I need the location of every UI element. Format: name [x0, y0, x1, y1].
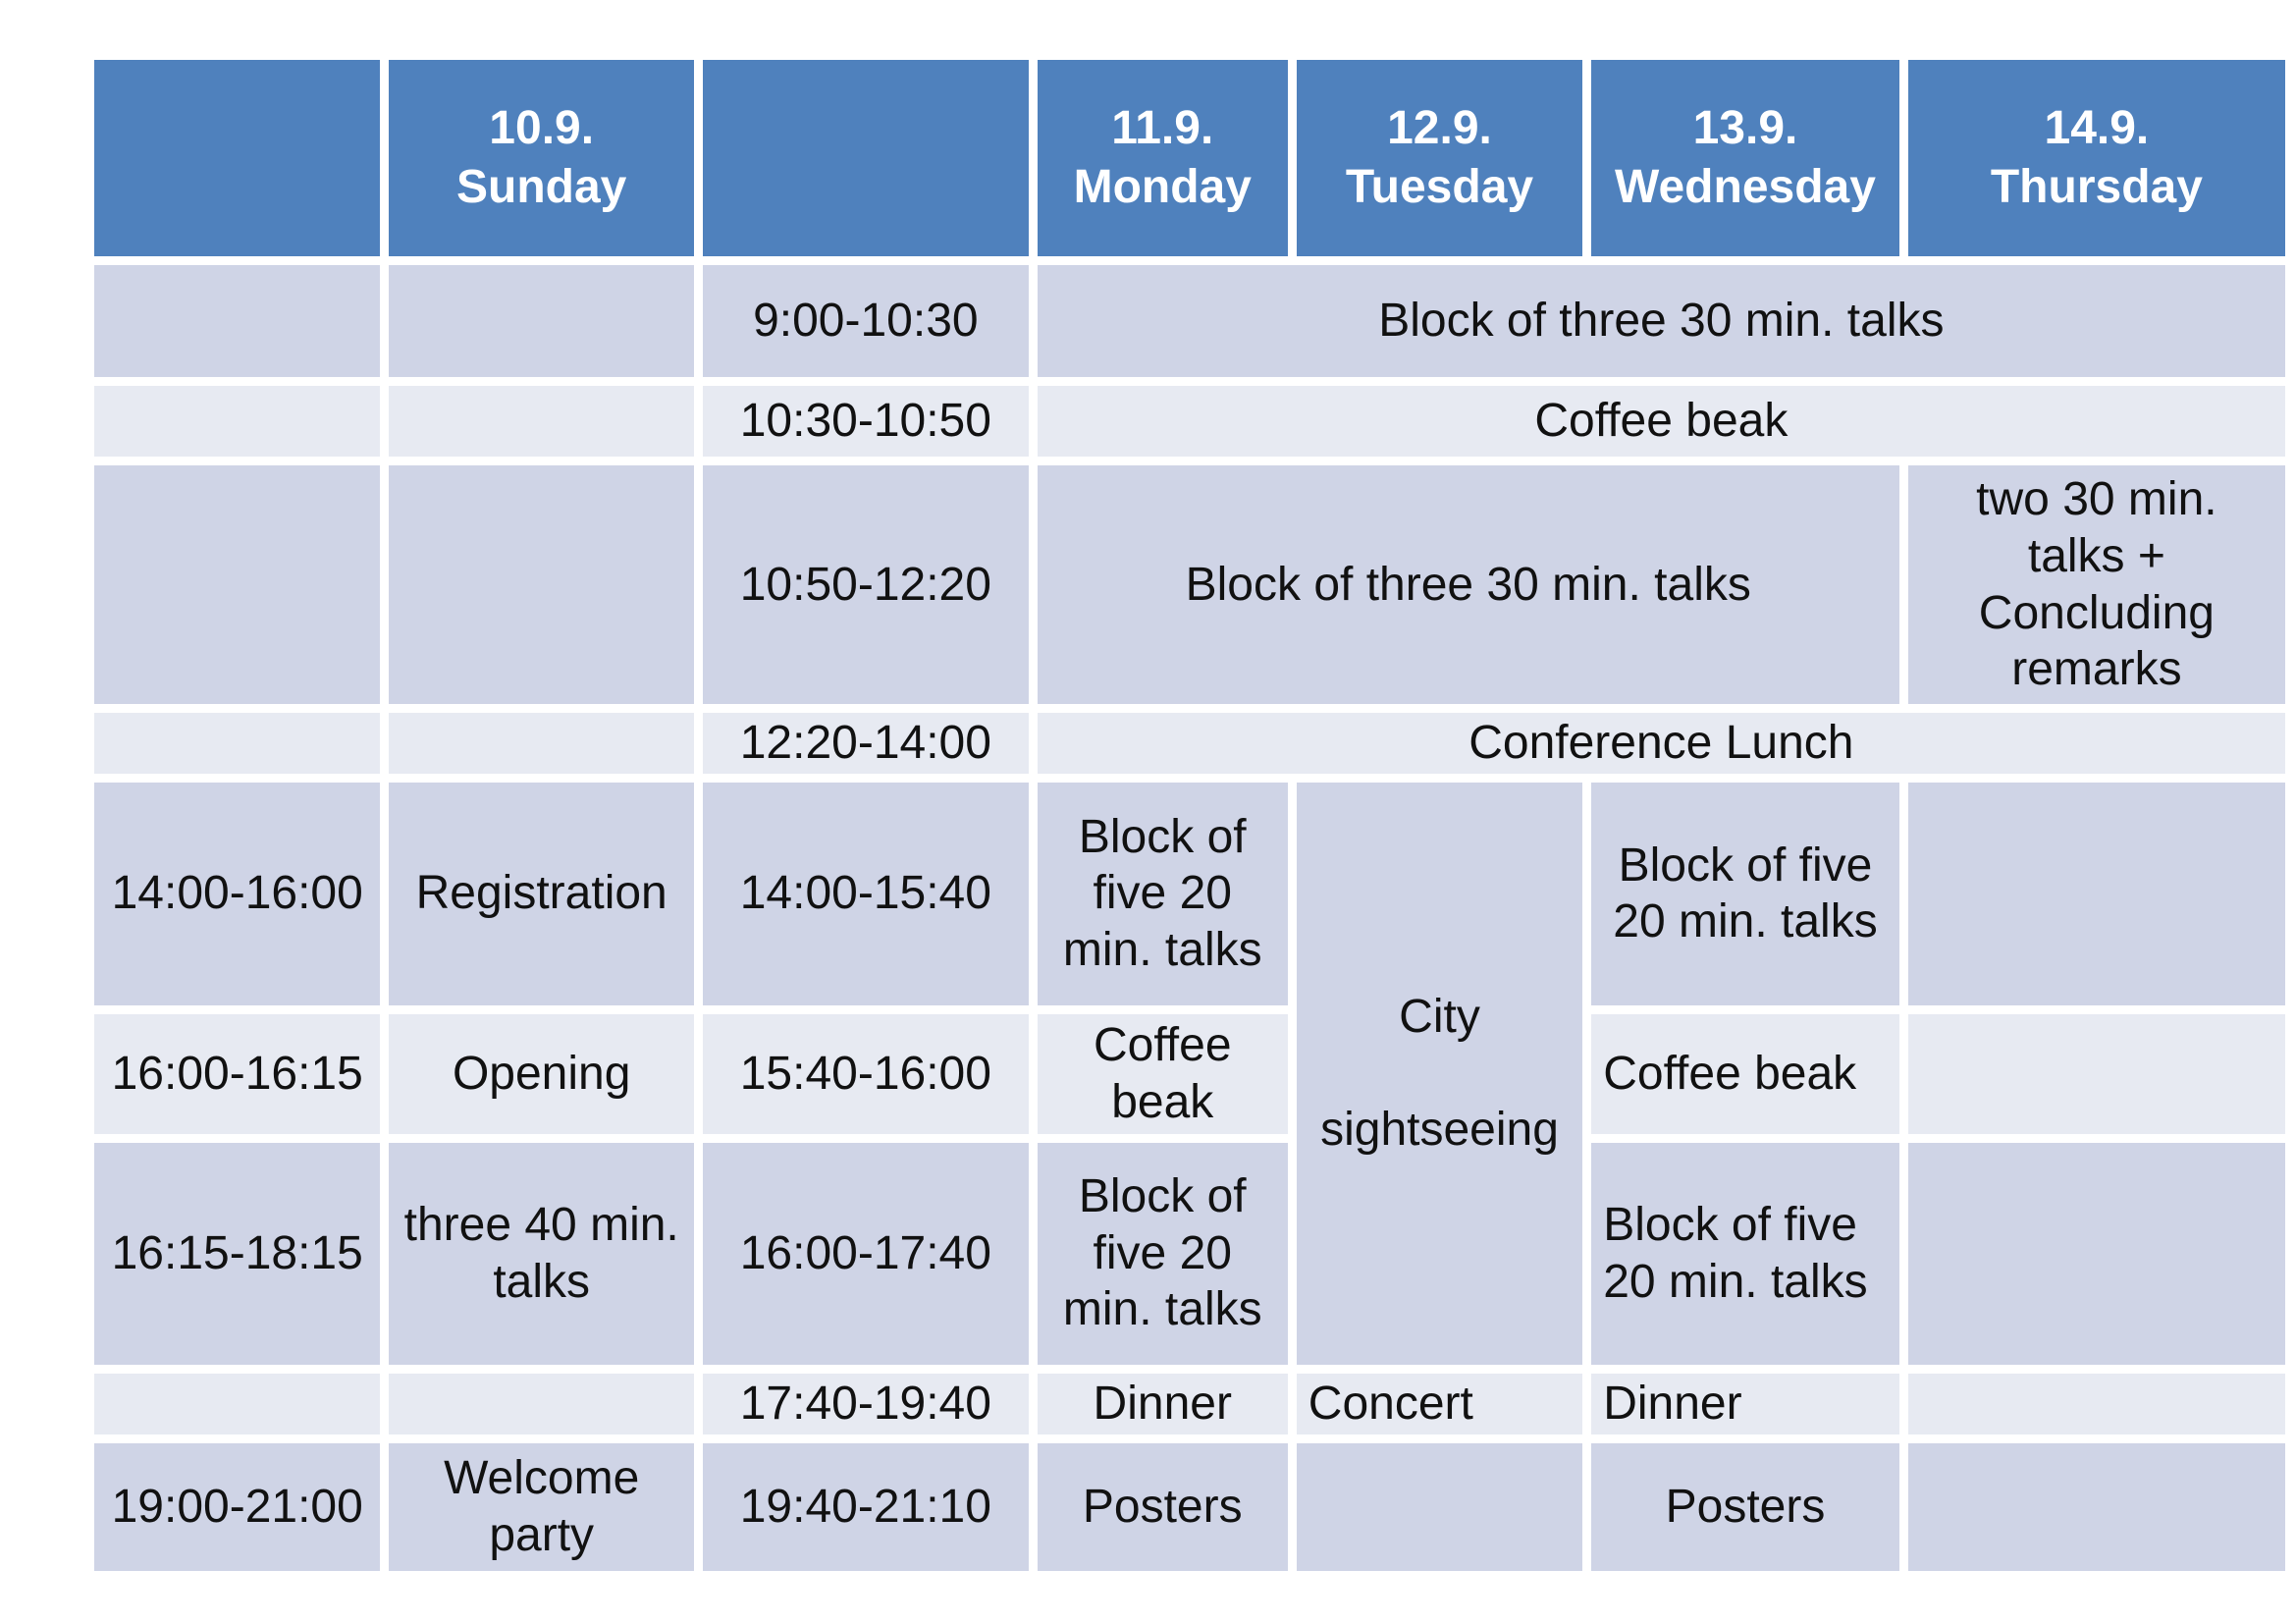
- schedule-table: 10.9. Sunday 11.9. Monday 12.9. Tuesday 13.…: [85, 51, 2294, 1580]
- cell-r8-sunday: [389, 1373, 694, 1434]
- cell-r6-monday: Coffee beak: [1037, 1013, 1288, 1134]
- header-cell-time-b: [702, 60, 1029, 256]
- cell-r2-monday: Coffee beak: [1037, 386, 2285, 457]
- cell-r3-time-b: 10:50-12:20: [702, 465, 1029, 704]
- table-row: 16:00-16:15 Opening 15:40-16:00 Coffee beak…: [94, 1013, 2285, 1134]
- cell-r2-time-a: [94, 386, 381, 457]
- cell-r2-time-b: 10:30-10:50: [702, 386, 1029, 457]
- cell-r7-time-b: 16:00-17:40: [702, 1142, 1029, 1365]
- header-cell-wednesday: 13.9. Wednesday: [1591, 60, 1899, 256]
- cell-r8-monday: Dinner: [1037, 1373, 1288, 1434]
- cell-r7-monday: Block of five 20 min. talks: [1037, 1142, 1288, 1365]
- cell-r8-wednesday: Dinner: [1591, 1373, 1899, 1434]
- cell-r8-time-a: [94, 1373, 381, 1434]
- cell-r5-wednesday: Block of five 20 min. talks: [1591, 782, 1899, 1005]
- cell-r7-wednesday: [1907, 1142, 2285, 1365]
- cell-r1-time-b: 9:00-10:30: [702, 265, 1029, 377]
- cell-r9-time-a: 19:00-21:00: [94, 1442, 381, 1571]
- cell-r6-sunday: Opening: [389, 1013, 694, 1134]
- cell-r2-sunday: [389, 386, 694, 457]
- cell-r3-sunday: [389, 465, 694, 704]
- cell-r4-time-a: [94, 713, 381, 774]
- cell-r9-thursday: [1907, 1442, 2285, 1571]
- cell-r8-tuesday: Concert: [1296, 1373, 1583, 1434]
- header-cell-thursday: 14.9. Thursday: [1907, 60, 2285, 256]
- cell-r7-time-a: 16:15-18:15: [94, 1142, 381, 1365]
- cell-r6-time-a: 16:00-16:15: [94, 1013, 381, 1134]
- cell-r1-sunday: [389, 265, 694, 377]
- cell-r5-thursday: [1907, 782, 2285, 1005]
- cell-r3-time-a: [94, 465, 381, 704]
- cell-r4-time-b: 12:20-14:00: [702, 713, 1029, 774]
- header-cell-tuesday: 12.9. Tuesday: [1296, 60, 1583, 256]
- table-row: 9:00-10:30 Block of three 30 min. talks: [94, 265, 2285, 377]
- cell-r3-monday: Block of three 30 min. talks: [1037, 465, 1899, 704]
- cell-r9-tuesday: [1296, 1442, 1583, 1571]
- table-row: 10:30-10:50 Coffee beak: [94, 386, 2285, 457]
- table-row: 19:00-21:00 Welcome party 19:40-21:10 Poste…: [94, 1442, 2285, 1571]
- header-row: 10.9. Sunday 11.9. Monday 12.9. Tuesday 13.…: [94, 60, 2285, 256]
- cell-r4-sunday: [389, 713, 694, 774]
- cell-r5-time-a: 14:00-16:00: [94, 782, 381, 1005]
- cell-r6-wednesday: [1907, 1013, 2285, 1134]
- table-row: 16:15-18:15 three 40 min. talks 16:00-17:4…: [94, 1142, 2285, 1365]
- cell-r8-time-b: 17:40-19:40: [702, 1373, 1029, 1434]
- cell-r5-monday: Block of five 20 min. talks: [1037, 782, 1288, 1005]
- header-cell-time-a: [94, 60, 381, 256]
- cell-r1-time-a: [94, 265, 381, 377]
- cell-r6-tuesday: Coffee beak: [1591, 1013, 1899, 1134]
- cell-r3-thursday: two 30 min. talks + Concluding remarks: [1907, 465, 2285, 704]
- cell-r7-tuesday: Block of five 20 min. talks: [1591, 1142, 1899, 1365]
- header-cell-monday: 11.9. Monday: [1037, 60, 1288, 256]
- header-cell-sunday: 10.9. Sunday: [389, 60, 694, 256]
- table-row: 14:00-16:00 Registration 14:00-15:40 Block …: [94, 782, 2285, 1365]
- schedule-header: 10.9. Sunday 11.9. Monday 12.9. Tuesday 13.…: [94, 60, 2285, 256]
- cell-r5-tuesday: City sightseeing: [1296, 782, 1583, 1365]
- cell-r9-sunday: Welcome party: [389, 1442, 694, 1571]
- cell-r9-wednesday: Posters: [1591, 1442, 1899, 1571]
- cell-r9-time-b: 19:40-21:10: [702, 1442, 1029, 1571]
- cell-r9-monday: Posters: [1037, 1442, 1288, 1571]
- cell-r7-sunday: three 40 min. talks: [389, 1142, 694, 1365]
- cell-r1-monday: Block of three 30 min. talks: [1037, 265, 2285, 377]
- schedule-body: 9:00-10:30 Block of three 30 min. talks 10…: [94, 265, 2285, 1571]
- table-row: 12:20-14:00 Conference Lunch: [94, 713, 2285, 774]
- table-row: 10:50-12:20 Block of three 30 min. talks t…: [94, 465, 2285, 704]
- cell-r8-thursday: [1907, 1373, 2285, 1434]
- cell-r4-monday: Conference Lunch: [1037, 713, 2285, 774]
- table-row: 17:40-19:40 Dinner Concert Dinner: [94, 1373, 2285, 1434]
- cell-r5-sunday: Registration: [389, 782, 694, 1005]
- cell-r5-time-b: 14:00-15:40: [702, 782, 1029, 1005]
- cell-r6-time-b: 15:40-16:00: [702, 1013, 1029, 1134]
